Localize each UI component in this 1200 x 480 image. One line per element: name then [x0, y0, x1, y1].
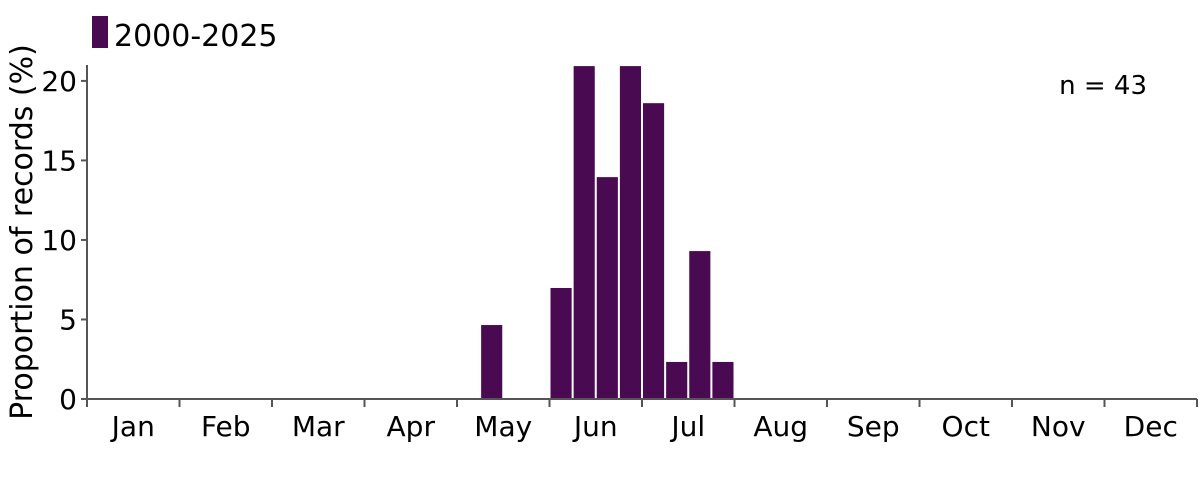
legend-label: 2000-2025 [114, 19, 278, 54]
legend-swatch [92, 16, 108, 48]
y-tick-label: 0 [59, 383, 77, 416]
x-tick-label: Dec [1124, 410, 1178, 443]
x-tick-label: Feb [201, 410, 251, 443]
bar [689, 251, 711, 399]
x-tick-label: Apr [387, 410, 436, 443]
x-tick-label: Aug [753, 410, 808, 443]
bar [573, 66, 595, 400]
x-axis: Jan Feb Mar Apr May Jun Jul Aug Sep Oct Nov Dec [86, 398, 1198, 443]
bar [666, 361, 688, 399]
y-tick-label: 5 [59, 303, 77, 336]
x-tick-label: Jan [110, 410, 155, 443]
bar [550, 287, 572, 399]
bar [619, 66, 642, 400]
x-tick-label: Nov [1031, 410, 1086, 443]
x-tick-label: Jul [669, 410, 705, 443]
y-tick-label: 20 [41, 65, 77, 98]
sample-size-annotation: n = 43 [1059, 71, 1147, 101]
bars [481, 66, 734, 400]
bar [643, 103, 665, 400]
bar [712, 361, 734, 399]
x-tick-label: Sep [847, 410, 900, 443]
x-tick-label: Oct [942, 410, 990, 443]
x-tick-label: May [474, 410, 532, 443]
x-tick-label: Mar [292, 410, 345, 443]
legend: 2000-2025 [92, 16, 278, 54]
y-tick-label: 10 [41, 224, 77, 257]
bar [596, 177, 618, 399]
bar [481, 325, 503, 399]
y-axis-label: Proportion of records (%) [5, 44, 40, 420]
y-tick-label: 15 [41, 144, 77, 177]
y-axis: 0 5 10 15 20 [41, 65, 88, 416]
x-tick-label: Jun [572, 410, 618, 443]
